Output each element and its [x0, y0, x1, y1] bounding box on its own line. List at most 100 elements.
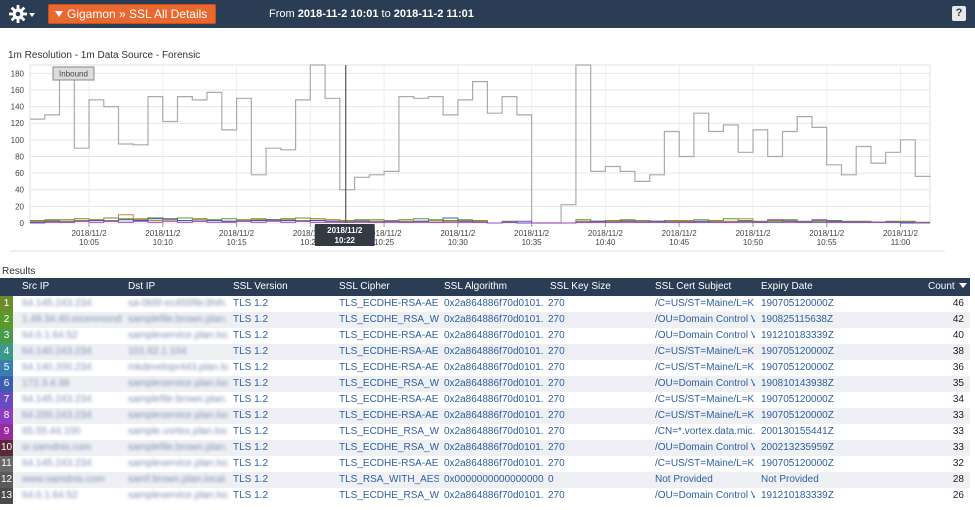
column-src-ip[interactable]: Src IP — [22, 281, 50, 292]
cell-ssl-cert-subject[interactable]: /C=US/ST=Maine/L=K... — [655, 410, 755, 421]
cell-ssl-key-size[interactable]: 270 — [548, 410, 565, 421]
cell-ssl-cipher[interactable]: TLS_ECDHE-RSA-AES2... — [339, 394, 439, 405]
cell-expiry-date[interactable]: 200213235959Z — [761, 442, 834, 453]
cell-ssl-version[interactable]: TLS 1.2 — [233, 458, 269, 469]
column-dst-ip[interactable]: Dst IP — [128, 281, 156, 292]
column-ssl-key-size[interactable]: SSL Key Size — [550, 281, 611, 292]
column-expiry-date[interactable]: Expiry Date — [761, 281, 813, 292]
traffic-chart[interactable]: 0204060801001201401601802018/11/210:0520… — [0, 60, 975, 260]
help-button[interactable]: ? — [952, 6, 966, 21]
table-row[interactable]: 3 64.0.1.64.52 sampleservice.plan.local TLS… — [0, 328, 970, 344]
cell-ssl-key-size[interactable]: 0 — [548, 474, 554, 485]
cell-ssl-version[interactable]: TLS 1.2 — [233, 330, 269, 341]
cell-ssl-algorithm[interactable]: 0x2a864886f70d0101... — [444, 330, 544, 341]
cell-expiry-date[interactable]: 190705120000Z — [761, 410, 834, 421]
cell-ssl-key-size[interactable]: 270 — [548, 346, 565, 357]
cell-ssl-version[interactable]: TLS 1.2 — [233, 442, 269, 453]
cell-ssl-algorithm[interactable]: 0x2a864886f70d0101... — [444, 490, 544, 501]
cell-ssl-algorithm[interactable]: 0x2a864886f70d0101... — [444, 394, 544, 405]
table-row[interactable]: 13 64.0.1.64.52 sampleservice.plan.local TL… — [0, 488, 970, 504]
table-row[interactable]: 11 64.145.243.234 sampleservice.plan.local… — [0, 456, 970, 472]
cell-ssl-algorithm[interactable]: 0x2a864886f70d0101... — [444, 314, 544, 325]
cell-expiry-date[interactable]: 190705120000Z — [761, 362, 834, 373]
cell-ssl-version[interactable]: TLS 1.2 — [233, 490, 269, 501]
table-row[interactable]: 7 64.145.243.234 samplefile.brown.plan.loc… — [0, 392, 970, 408]
cell-ssl-cert-subject[interactable]: /C=US/ST=Maine/L=K... — [655, 298, 755, 309]
cell-expiry-date[interactable]: 190810143938Z — [761, 378, 834, 389]
cell-ssl-version[interactable]: TLS 1.2 — [233, 346, 269, 357]
cell-expiry-date[interactable]: 190705120000Z — [761, 458, 834, 469]
cell-expiry-date[interactable]: Not Provided — [761, 474, 819, 485]
column-count[interactable]: Count — [928, 281, 967, 292]
cell-ssl-cert-subject[interactable]: /OU=Domain Control V... — [655, 314, 755, 325]
column-ssl-cipher[interactable]: SSL Cipher — [339, 281, 390, 292]
cell-ssl-cert-subject[interactable]: /OU=Domain Control V... — [655, 442, 755, 453]
cell-ssl-cert-subject[interactable]: /C=US/ST=Maine/L=K... — [655, 394, 755, 405]
cell-ssl-cipher[interactable]: TLS_ECDHE_RSA_WIT... — [339, 314, 439, 325]
cell-ssl-version[interactable]: TLS 1.2 — [233, 474, 269, 485]
cell-ssl-version[interactable]: TLS 1.2 — [233, 410, 269, 421]
cell-ssl-cipher[interactable]: TLS_ECDHE_RSA_WIT... — [339, 378, 439, 389]
table-row[interactable]: 6 172.3.4.38 sampleservice.plan.local TLS 1… — [0, 376, 970, 392]
cell-ssl-cert-subject[interactable]: /CN=*.vortex.data.mic... — [655, 426, 755, 437]
cell-expiry-date[interactable]: 200130155441Z — [761, 426, 834, 437]
cell-ssl-algorithm[interactable]: 0x2a864886f70d0101... — [444, 410, 544, 421]
cell-ssl-key-size[interactable]: 270 — [548, 442, 565, 453]
cell-expiry-date[interactable]: 190705120000Z — [761, 346, 834, 357]
cell-ssl-algorithm[interactable]: 0x2a864886f70d0101... — [444, 458, 544, 469]
cell-expiry-date[interactable]: 190705120000Z — [761, 298, 834, 309]
cell-ssl-algorithm[interactable]: 0x2a864886f70d0101... — [444, 362, 544, 373]
cell-ssl-key-size[interactable]: 270 — [548, 378, 565, 389]
cell-ssl-cert-subject[interactable]: /C=US/ST=Maine/L=K... — [655, 346, 755, 357]
cell-ssl-key-size[interactable]: 270 — [548, 490, 565, 501]
cell-ssl-version[interactable]: TLS 1.2 — [233, 362, 269, 373]
column-ssl-algorithm[interactable]: SSL Algorithm — [444, 281, 507, 292]
cell-ssl-key-size[interactable]: 270 — [548, 298, 565, 309]
gear-icon[interactable] — [8, 4, 38, 24]
cell-ssl-cipher[interactable]: TLS_ECDHE-RSA-AES2... — [339, 410, 439, 421]
cell-expiry-date[interactable]: 190825115638Z — [761, 314, 834, 325]
cell-expiry-date[interactable]: 191210183339Z — [761, 490, 834, 501]
cell-ssl-key-size[interactable]: 270 — [548, 394, 565, 405]
table-row[interactable]: 10 sr.samdnis.com samplefile.brown.plan.lo… — [0, 440, 970, 456]
cell-ssl-cert-subject[interactable]: /C=US/ST=Maine/L=K... — [655, 362, 755, 373]
cell-ssl-version[interactable]: TLS 1.2 — [233, 314, 269, 325]
cell-ssl-algorithm[interactable]: 0x0000000000000000... — [444, 474, 544, 485]
cell-ssl-cert-subject[interactable]: /OU=Domain Control V... — [655, 490, 755, 501]
cell-ssl-cert-subject[interactable]: Not Provided — [655, 474, 713, 485]
cell-ssl-cert-subject[interactable]: /OU=Domain Control V... — [655, 378, 755, 389]
cell-ssl-key-size[interactable]: 270 — [548, 330, 565, 341]
cell-ssl-version[interactable]: TLS 1.2 — [233, 426, 269, 437]
cell-expiry-date[interactable]: 191210183339Z — [761, 330, 834, 341]
cell-ssl-version[interactable]: TLS 1.2 — [233, 394, 269, 405]
cell-ssl-cipher[interactable]: TLS_ECDHE-RSA-AES2... — [339, 346, 439, 357]
cell-ssl-cipher[interactable]: TLS_ECDHE-RSA-AES2... — [339, 362, 439, 373]
cell-ssl-cipher[interactable]: TLS_ECDHE_RSA_WIT... — [339, 426, 439, 437]
column-ssl-cert-subject[interactable]: SSL Cert Subject — [655, 281, 732, 292]
cell-ssl-version[interactable]: TLS 1.2 — [233, 378, 269, 389]
table-row[interactable]: 8 64.200.243.234 sampleservice.plan.local T… — [0, 408, 970, 424]
cell-ssl-key-size[interactable]: 270 — [548, 362, 565, 373]
cell-ssl-key-size[interactable]: 270 — [548, 314, 565, 325]
cell-ssl-key-size[interactable]: 270 — [548, 426, 565, 437]
cell-ssl-algorithm[interactable]: 0x2a864886f70d0101... — [444, 378, 544, 389]
cell-ssl-cert-subject[interactable]: /OU=Domain Control V... — [655, 330, 755, 341]
cell-ssl-algorithm[interactable]: 0x2a864886f70d0101... — [444, 426, 544, 437]
table-row[interactable]: 12 www.samdnis.com samf.brown.plan.local.c… — [0, 472, 970, 488]
cell-expiry-date[interactable]: 190705120000Z — [761, 394, 834, 405]
table-row[interactable]: 1 64.145.243.234 sa-0b5f-ec455f8c3hth.doma… — [0, 296, 970, 312]
cell-ssl-key-size[interactable]: 270 — [548, 458, 565, 469]
table-row[interactable]: 5 64.140.200.234 mkdevelopr443.plan.local T… — [0, 360, 970, 376]
cell-ssl-algorithm[interactable]: 0x2a864886f70d0101... — [444, 346, 544, 357]
cell-ssl-cipher[interactable]: TLS_ECDHE-RSA-AES2... — [339, 298, 439, 309]
breadcrumb[interactable]: Gigamon » SSL All Details — [48, 4, 217, 24]
cell-ssl-cipher[interactable]: TLS_ECDHE-RSA-AES2... — [339, 458, 439, 469]
cell-ssl-cipher[interactable]: TLS_ECDHE_RSA_WIT... — [339, 442, 439, 453]
table-row[interactable]: 9 65.55.44.100 sample.vortex.plan.local TLS… — [0, 424, 970, 440]
cell-ssl-algorithm[interactable]: 0x2a864886f70d0101... — [444, 442, 544, 453]
cell-ssl-algorithm[interactable]: 0x2a864886f70d0101... — [444, 298, 544, 309]
table-row[interactable]: 4 64.140.243.234 101.62.1.104 TLS 1.2 TLS_EC… — [0, 344, 970, 360]
table-row[interactable]: 2 1.49.34.40.eicenmondi samplefile.brown.p… — [0, 312, 970, 328]
cell-ssl-cipher[interactable]: TLS_RSA_WITH_AES2... — [339, 474, 439, 485]
cell-ssl-version[interactable]: TLS 1.2 — [233, 298, 269, 309]
